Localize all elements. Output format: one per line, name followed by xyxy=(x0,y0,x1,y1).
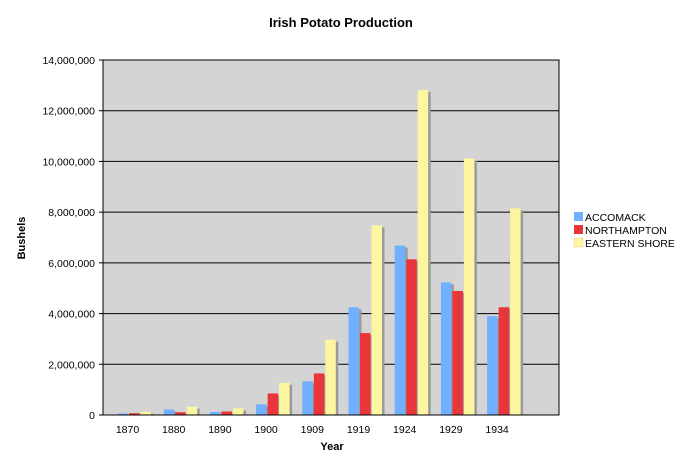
bar-accomack xyxy=(487,316,498,415)
bar-eastern-shore xyxy=(186,406,198,415)
bar-accomack xyxy=(394,245,406,415)
legend-swatch-accomack xyxy=(574,212,583,221)
y-tick-labels: 0 2,000,000 4,000,000 6,000,000 8,000,000 10,… xyxy=(42,55,103,422)
x-tick-label: 1924 xyxy=(393,424,417,436)
bar-northampton xyxy=(313,373,325,415)
legend-swatch-northampton xyxy=(574,225,583,234)
bar-eastern-shore xyxy=(279,382,290,415)
bar-northampton xyxy=(452,291,463,415)
y-tick-label: 8,000,000 xyxy=(48,207,95,219)
bar-northampton xyxy=(406,259,417,415)
x-axis-label: Year xyxy=(320,441,344,453)
y-tick-label: 14,000,000 xyxy=(42,55,95,67)
legend-label-accomack: ACCOMACK xyxy=(585,212,646,224)
bar-eastern-shore xyxy=(232,408,244,415)
y-axis-label: Bushels xyxy=(16,217,28,260)
x-tick-label: 1900 xyxy=(254,424,278,436)
x-tick-label: 1929 xyxy=(439,424,463,436)
bar-eastern-shore xyxy=(510,208,521,415)
bar-accomack xyxy=(163,409,175,415)
bar-northampton xyxy=(360,333,371,415)
bar-northampton xyxy=(221,411,232,415)
bars xyxy=(117,89,524,416)
bar-accomack xyxy=(117,413,128,415)
chart-title: Irish Potato Production xyxy=(269,15,413,30)
x-tick-label: 1880 xyxy=(162,424,186,436)
bar-accomack xyxy=(209,411,221,415)
legend-label-northampton: NORTHAMPTON xyxy=(585,225,667,237)
x-tick-label: 1934 xyxy=(485,424,509,436)
y-tick-label: 2,000,000 xyxy=(48,359,95,371)
y-tick-label: 12,000,000 xyxy=(42,106,95,118)
bar-northampton xyxy=(175,412,186,415)
y-tick-label: 10,000,000 xyxy=(42,156,95,168)
x-tick-label: 1909 xyxy=(301,424,325,436)
x-tick-label: 1890 xyxy=(208,424,232,436)
y-tick-label: 4,000,000 xyxy=(48,309,95,321)
gridlines xyxy=(103,110,559,365)
bar-eastern-shore xyxy=(140,411,151,415)
bar-accomack xyxy=(302,381,313,415)
y-tick-label: 6,000,000 xyxy=(48,258,95,270)
bar-accomack xyxy=(348,307,359,415)
x-tick-label: 1870 xyxy=(116,424,140,436)
x-tick-label: 1919 xyxy=(347,424,371,436)
bar-northampton xyxy=(267,393,279,415)
bar-eastern-shore xyxy=(417,89,429,416)
bar-eastern-shore xyxy=(325,339,336,415)
bar-accomack xyxy=(440,282,452,415)
bar-northampton xyxy=(129,413,140,415)
y-tick-label: 0 xyxy=(89,410,95,422)
bar-eastern-shore xyxy=(463,158,475,415)
legend-label-eastern-shore: EASTERN SHORE xyxy=(585,238,675,250)
bar-northampton xyxy=(498,307,510,415)
bar-accomack xyxy=(256,404,267,415)
legend-swatch-eastern-shore xyxy=(573,237,584,248)
x-tick-labels: 1870 1880 1890 1900 1909 1919 1924 1929 1934 xyxy=(116,424,509,436)
bar-eastern-shore xyxy=(371,225,382,415)
